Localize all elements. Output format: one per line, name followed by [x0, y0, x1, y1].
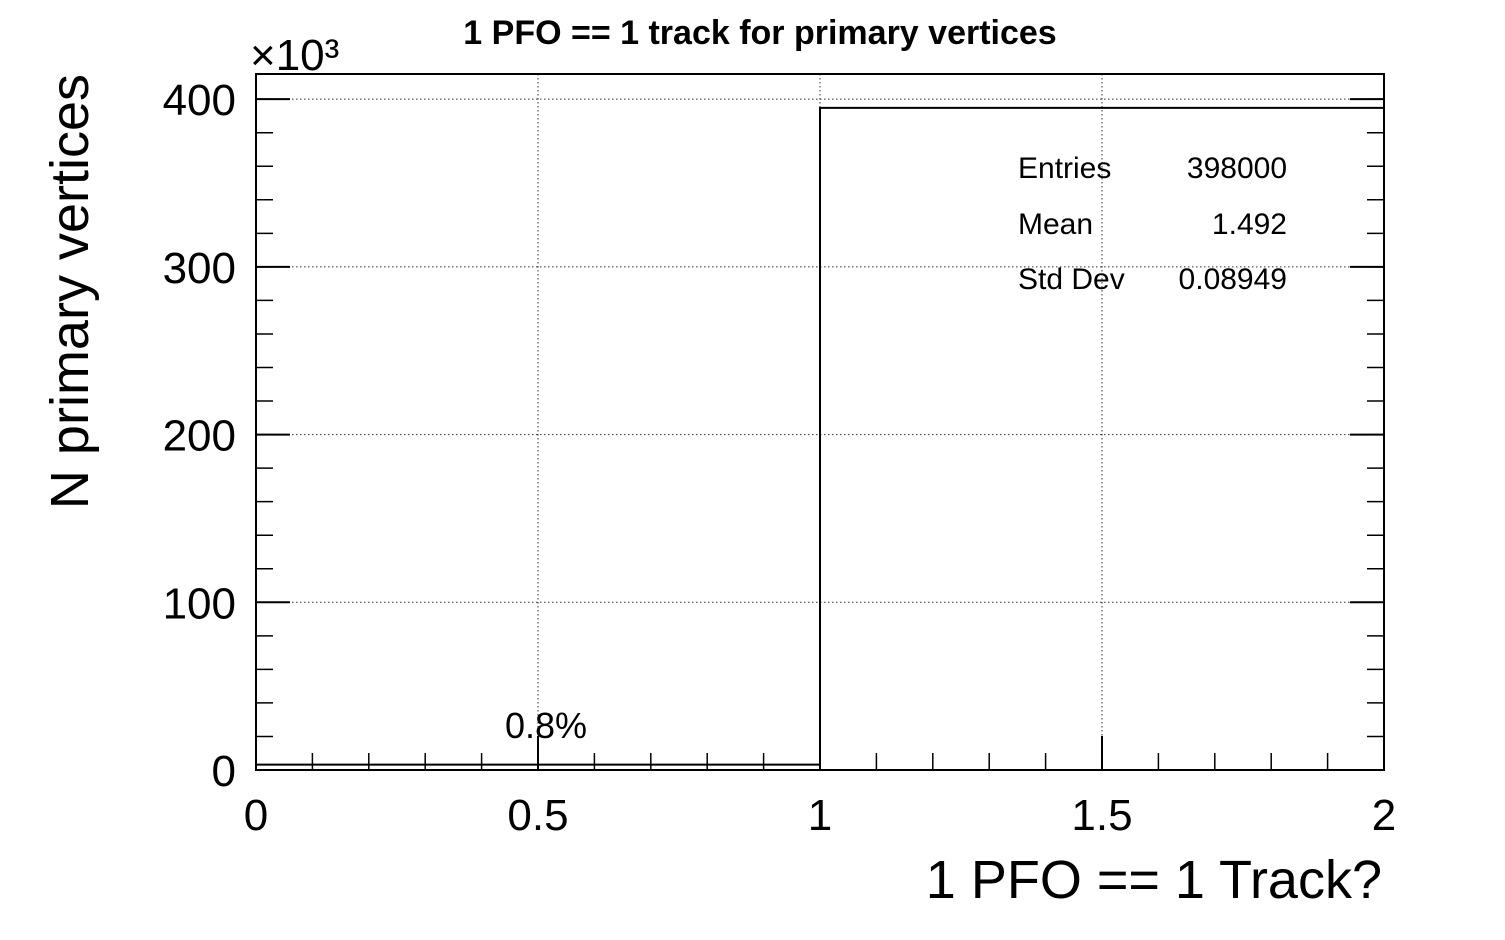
x-tick-label: 0.5: [507, 791, 568, 840]
stats-mean-label: Mean: [1018, 208, 1093, 241]
y-tick-label: 400: [163, 76, 236, 125]
y-multiplier: ×10³: [250, 31, 339, 80]
y-tick-label: 200: [163, 412, 236, 461]
y-tick-label: 300: [163, 244, 236, 293]
y-axis-label: N primary vertices: [40, 74, 100, 509]
stats-entries-label: Entries: [1018, 152, 1111, 185]
x-tick-label: 2: [1372, 791, 1396, 840]
x-axis-label: 1 PFO == 1 Track?: [926, 850, 1382, 910]
x-tick-label: 1.5: [1071, 791, 1132, 840]
stats-entries-value: 398000: [1187, 152, 1287, 185]
stats-mean-value: 1.492: [1212, 208, 1287, 241]
x-tick-label: 0: [244, 791, 268, 840]
stats-box: Entries 398000 Mean 1.492 Std Dev 0.0894…: [1018, 152, 1287, 296]
bin-annotation: 0.8%: [505, 705, 587, 746]
y-tick-label: 0: [212, 747, 236, 796]
plot-frame: [255, 73, 1385, 771]
stats-std-label: Std Dev: [1018, 263, 1125, 296]
y-tick-label: 100: [163, 579, 236, 628]
x-tick-labels: 0 0.5 1 1.5 2: [244, 791, 1396, 840]
x-tick-label: 1: [808, 791, 832, 840]
chart-title: 1 PFO == 1 track for primary vertices: [463, 14, 1056, 52]
y-tick-labels: 0 100 200 300 400: [163, 76, 236, 796]
stats-std-value: 0.08949: [1179, 263, 1287, 296]
